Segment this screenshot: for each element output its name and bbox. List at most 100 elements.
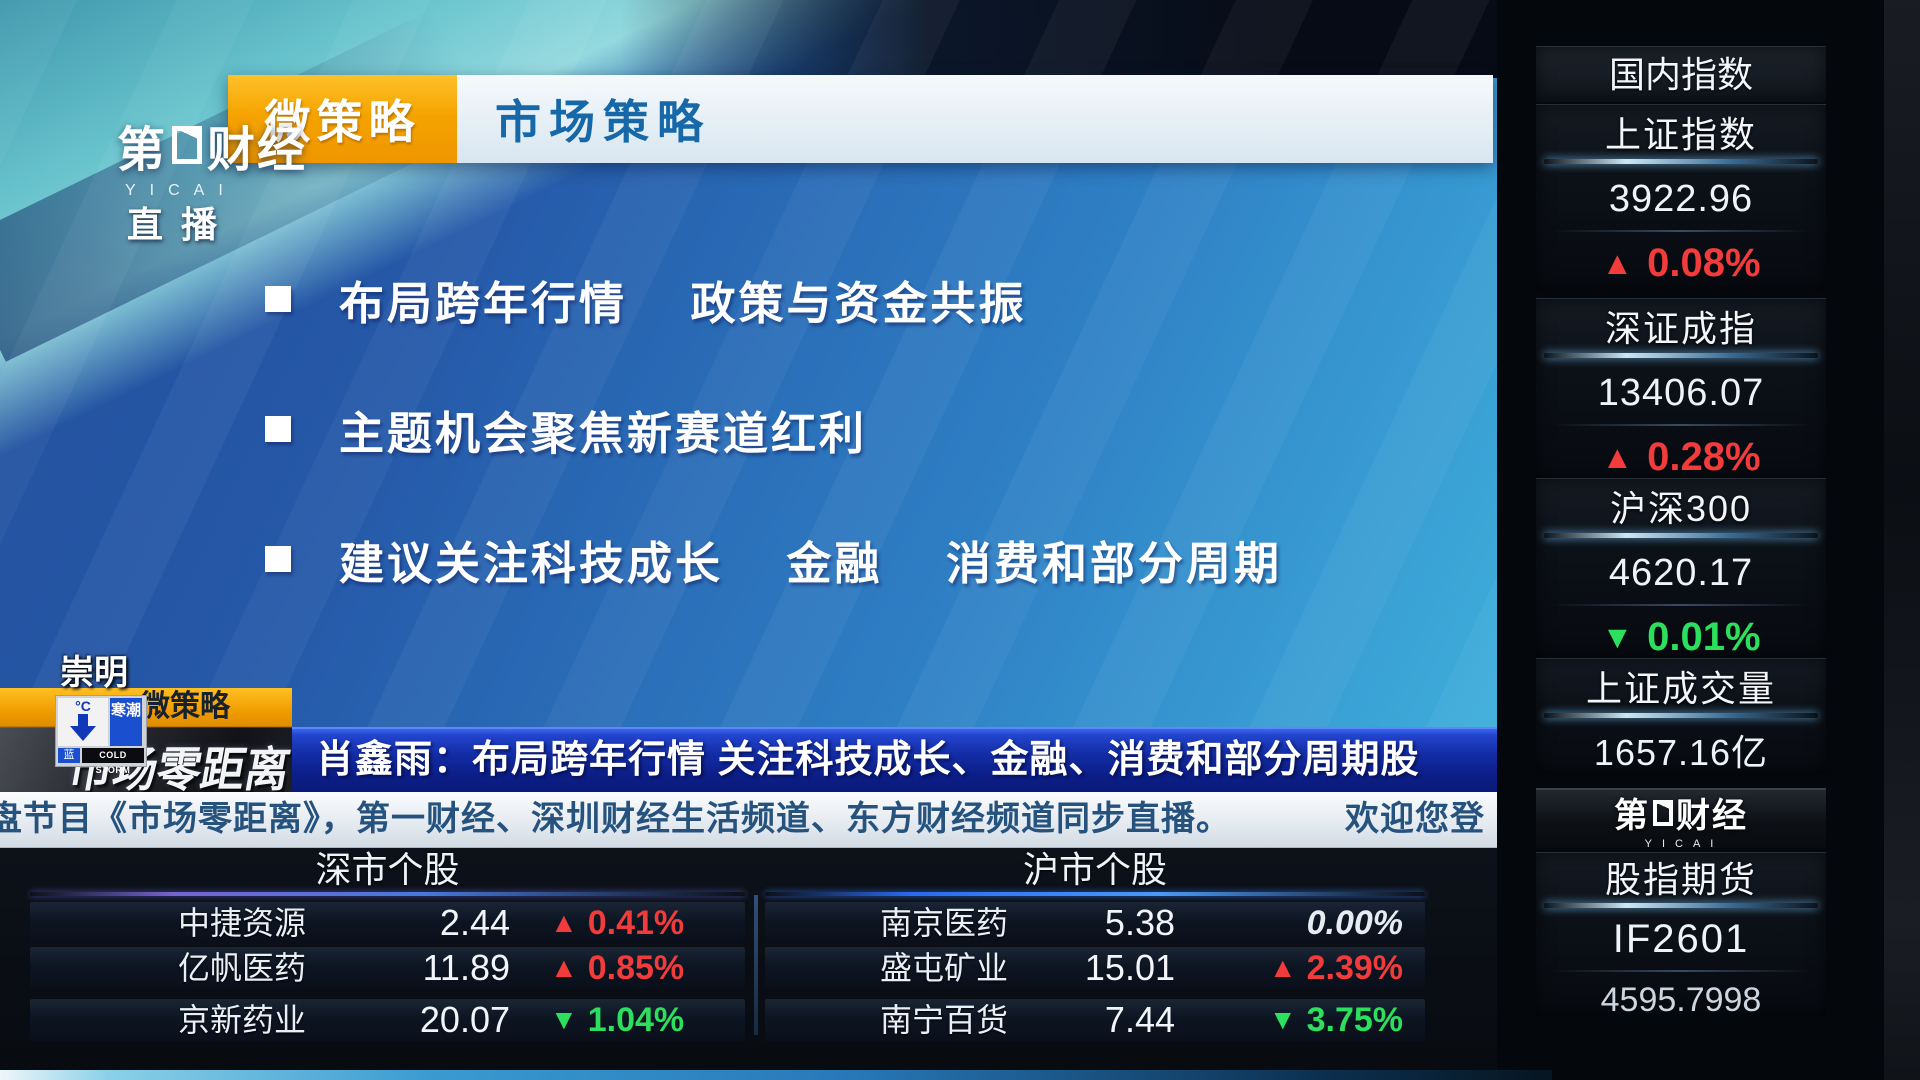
top-dark-fade	[620, 0, 1497, 78]
stock-table-shenzhen: 深市个股 中捷资源 2.44 ▲ 0.41% 亿帆医药 11.89 ▲ 0.	[30, 850, 745, 1044]
table-row: 亿帆医药 11.89 ▲ 0.85%	[30, 947, 745, 989]
bullet-square-icon	[265, 286, 291, 312]
stock-name: 京新药业	[178, 1002, 307, 1038]
stock-price: 2.44	[439, 902, 510, 943]
yicai-logo-mark-icon	[172, 126, 203, 164]
thin-divider	[1552, 604, 1810, 606]
ticker-text: 盘节目《市场零距离》，第一财经、深圳财经生活频道、东方财经频道同步直播。	[0, 800, 1231, 838]
change-arrow-icon: ▲	[1601, 439, 1634, 475]
change-arrow-icon: ▼	[1601, 619, 1634, 655]
futures-card: 股指期货 IF2601 4595.7998	[1536, 852, 1826, 1019]
change-percent: 0.41%	[587, 904, 685, 942]
glow-line	[1544, 533, 1818, 538]
sidebar-title: 国内指数	[1536, 46, 1826, 102]
change-arrow-icon: ▲	[550, 952, 578, 983]
change-arrow-icon: ▲	[550, 907, 578, 938]
change-percent: 3.75%	[1306, 1001, 1403, 1039]
index-name: 沪深300	[1609, 488, 1753, 529]
table-row: 京新药业 20.07 ▼ 1.04%	[30, 999, 745, 1041]
alert-level: 蓝	[58, 748, 80, 763]
table-glow-line	[765, 892, 1425, 896]
ticker-bar: 盘节目《市场零距离》，第一财经、深圳财经生活频道、东方财经频道同步直播。 欢迎您…	[0, 792, 1497, 848]
change-percent: 1.04%	[587, 1001, 685, 1039]
thin-divider	[1552, 970, 1810, 972]
stock-price: 11.89	[422, 947, 510, 988]
index-change: ▲ 0.08%	[1536, 240, 1826, 286]
volume-value: 1657.16亿	[1593, 732, 1769, 773]
program-tag: 微策略	[228, 75, 457, 163]
change-arrow-icon: ▼	[1268, 1004, 1297, 1035]
futures-contract: IF2601	[1612, 917, 1750, 961]
table-row: 中捷资源 2.44 ▲ 0.41%	[30, 902, 745, 944]
main-graphic-panel: 微策略 市场策略 第 财经 YICAI 直播 布局跨年行情 政策与资金共振 主题…	[0, 0, 1497, 792]
commentary-banner: 肖鑫雨：布局跨年行情 关注科技成长、金融、消费和部分周期股	[292, 727, 1497, 792]
stock-price: 20.07	[419, 999, 510, 1040]
stock-name: 南宁百货	[880, 1002, 1009, 1038]
bullet-item: 主题机会聚焦新赛道红利	[265, 398, 867, 460]
index-name: 深证成指	[1604, 308, 1757, 349]
yicai-logo-text-prefix: 第	[117, 124, 168, 177]
glow-line	[1544, 353, 1818, 358]
ticker-text-right: 欢迎您登	[1345, 800, 1485, 838]
stock-change: 0.00%	[1253, 902, 1403, 944]
yicai-logo: 第 财经 YICAI	[117, 110, 307, 200]
stock-name: 盛屯矿业	[880, 950, 1009, 986]
bullet-text: 建议关注科技成长 金融 消费和部分周期	[339, 537, 1283, 589]
stock-price: 7.44	[1104, 999, 1175, 1040]
location-label: 崇明	[60, 654, 128, 692]
page-title: 市场策略	[457, 75, 1493, 163]
stock-name: 亿帆医药	[178, 950, 307, 986]
stock-table-shanghai: 沪市个股 南京医药 5.38 0.00% 盛屯矿业 15.01 ▲ 2.3	[765, 850, 1425, 1044]
stock-change: ▲ 0.85%	[550, 947, 735, 989]
index-card-hs300: 沪深300 4620.17 ▼ 0.01%	[1536, 478, 1826, 660]
table-row: 南京医药 5.38 0.00%	[765, 902, 1425, 944]
live-label: 直播	[127, 204, 236, 245]
glow-line	[1544, 159, 1818, 164]
sidebar-yicai-logo: 第 财经 YICAI	[1536, 788, 1826, 850]
stock-change: ▲ 2.39%	[1253, 947, 1403, 989]
mini-tag-bar: 微策略	[0, 688, 292, 727]
change-arrow-icon: ▲	[1268, 952, 1297, 983]
yicai-logo-latin: YICAI	[125, 182, 237, 199]
commentary-text: 肖鑫雨：布局跨年行情 关注科技成长、金融、消费和部分周期股	[316, 739, 1420, 781]
change-arrow-icon: ▲	[1601, 245, 1634, 281]
yicai-logo-text-suffix: 财经	[1676, 797, 1748, 835]
yicai-logo-text-prefix: 第	[1614, 797, 1650, 835]
thin-divider	[1552, 230, 1810, 232]
table-title: 深市个股	[315, 849, 460, 890]
bullet-text: 主题机会聚焦新赛道红利	[339, 407, 868, 459]
cold-arrow-down-icon	[78, 714, 88, 726]
table-row: 南宁百货 7.44 ▼ 3.75%	[765, 999, 1425, 1041]
bullet-square-icon	[265, 416, 291, 442]
volume-name: 上证成交量	[1585, 668, 1776, 709]
temperature-unit: °C	[75, 698, 91, 714]
stock-change: ▼ 1.04%	[550, 999, 735, 1041]
index-value: 13406.07	[1597, 372, 1765, 414]
change-percent: 0.00%	[1306, 904, 1403, 942]
bullet-square-icon	[265, 546, 291, 572]
index-value: 4620.17	[1608, 552, 1754, 594]
bullet-text: 布局跨年行情 政策与资金共振	[339, 277, 1027, 329]
stock-price: 5.38	[1104, 902, 1175, 943]
volume-card: 上证成交量 1657.16亿	[1536, 658, 1826, 774]
table-divider	[754, 895, 758, 1035]
glow-line	[1544, 903, 1818, 908]
index-name: 上证指数	[1604, 114, 1757, 155]
white-streak-decoration	[0, 0, 694, 12]
futures-value: 4595.7998	[1600, 981, 1762, 1019]
yicai-logo-mark-icon	[1653, 799, 1673, 826]
bullet-item: 布局跨年行情 政策与资金共振	[265, 268, 1027, 330]
right-edge-strip	[1884, 0, 1920, 1080]
index-card-szse: 深证成指 13406.07 ▲ 0.28%	[1536, 298, 1826, 482]
alert-name-en: COLD STORM	[82, 748, 144, 775]
stock-name: 南京医药	[880, 905, 1009, 941]
change-arrow-icon: ▼	[550, 1004, 578, 1035]
yicai-logo-latin: YICAI	[1644, 838, 1724, 850]
index-change: ▼ 0.01%	[1536, 614, 1826, 660]
table-row: 盛屯矿业 15.01 ▲ 2.39%	[765, 947, 1425, 989]
glow-line	[1544, 713, 1818, 718]
stock-change: ▲ 0.41%	[550, 902, 735, 944]
temperature-box: °C	[58, 698, 108, 746]
bottom-accent-strip	[0, 1070, 1552, 1080]
